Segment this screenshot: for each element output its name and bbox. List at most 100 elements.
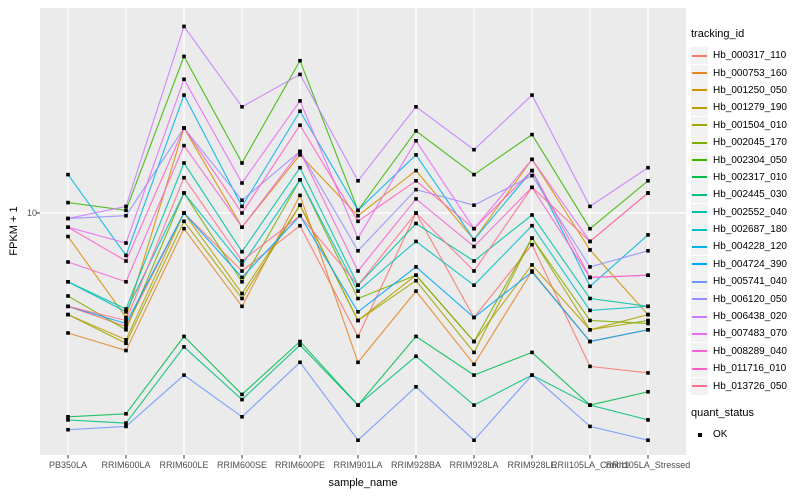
data-point bbox=[298, 203, 302, 207]
data-point bbox=[182, 24, 186, 29]
legend-item-Hb_004724_390: Hb_004724_390 bbox=[691, 255, 799, 273]
data-point bbox=[530, 350, 534, 355]
legend-item-label: Hb_002045_170 bbox=[713, 137, 787, 149]
x-tick-label-RRIM928BA: RRIM928BA bbox=[391, 460, 441, 470]
data-point bbox=[356, 283, 360, 287]
legend-title-tracking-id: tracking_id bbox=[691, 28, 745, 40]
data-point bbox=[356, 438, 360, 442]
data-point bbox=[240, 263, 244, 267]
data-point bbox=[240, 225, 244, 229]
data-point bbox=[414, 334, 418, 339]
data-point bbox=[530, 263, 534, 267]
legend-item-Hb_006438_020: Hb_006438_020 bbox=[691, 308, 799, 326]
legend-item-label: Hb_001504_010 bbox=[713, 119, 787, 131]
legend-item-Hb_006120_050: Hb_006120_050 bbox=[691, 290, 799, 308]
legend-item-label: Hb_000753_160 bbox=[713, 67, 787, 79]
legend-key-swatch bbox=[691, 308, 708, 326]
legend-key-line bbox=[692, 350, 707, 353]
x-tick-label-RRIM928LA: RRIM928LA bbox=[449, 460, 498, 470]
data-point bbox=[240, 204, 244, 209]
legend-key-line bbox=[692, 367, 707, 370]
legend-key-line bbox=[692, 124, 707, 127]
data-point bbox=[298, 58, 302, 63]
data-point bbox=[530, 185, 534, 190]
data-point bbox=[414, 168, 418, 173]
x-tick-label-RRIM600SE: RRIM600SE bbox=[217, 460, 267, 470]
legend-item-Hb_005741_040: Hb_005741_040 bbox=[691, 273, 799, 291]
legend-item-Hb_013726_050: Hb_013726_050 bbox=[691, 377, 799, 395]
data-point bbox=[588, 424, 592, 429]
data-point bbox=[472, 269, 476, 273]
legend-key-swatch bbox=[691, 81, 708, 99]
legend-key-line bbox=[692, 159, 707, 162]
legend-item-Hb_001504_010: Hb_001504_010 bbox=[691, 116, 799, 134]
data-point bbox=[66, 418, 70, 422]
data-point bbox=[530, 168, 534, 173]
data-point bbox=[646, 371, 650, 375]
x-axis-title: sample_name bbox=[328, 477, 397, 489]
legend-key-line bbox=[692, 72, 707, 75]
data-point bbox=[124, 348, 128, 353]
y-axis-tick-label: 10 bbox=[27, 208, 37, 218]
data-point bbox=[356, 213, 360, 218]
legend-item-Hb_002552_040: Hb_002552_040 bbox=[691, 203, 799, 221]
legend-key-line bbox=[692, 332, 707, 335]
data-point bbox=[356, 360, 360, 365]
data-point bbox=[298, 123, 302, 127]
gridlines bbox=[40, 8, 686, 455]
data-point bbox=[124, 324, 128, 329]
legend-key-swatch bbox=[691, 99, 708, 117]
data-point bbox=[240, 181, 244, 185]
data-point bbox=[530, 132, 534, 137]
data-point bbox=[298, 149, 302, 154]
data-point bbox=[588, 226, 592, 231]
data-point bbox=[298, 153, 302, 157]
legend-item-label: Hb_004724_390 bbox=[713, 258, 787, 270]
data-point bbox=[472, 403, 476, 407]
data-point bbox=[66, 225, 70, 229]
legend-item-label: Hb_002304_050 bbox=[713, 154, 787, 166]
legend-key-line bbox=[692, 141, 707, 144]
data-point bbox=[240, 105, 244, 109]
data-point bbox=[66, 294, 70, 298]
data-point bbox=[124, 307, 128, 311]
legend-key-line bbox=[692, 106, 707, 109]
data-point bbox=[298, 223, 302, 228]
data-point bbox=[530, 242, 534, 247]
legend-key-point bbox=[697, 432, 702, 437]
legend-title-quant-status: quant_status bbox=[691, 406, 754, 419]
legend-key-line bbox=[692, 385, 707, 388]
data-point bbox=[588, 364, 592, 369]
legend-item-label: Hb_008289_040 bbox=[713, 345, 787, 357]
data-point bbox=[298, 193, 302, 198]
data-point bbox=[356, 289, 360, 293]
data-point bbox=[124, 421, 128, 425]
data-point bbox=[646, 390, 650, 394]
legend-key-swatch bbox=[691, 134, 708, 152]
legend-key-swatch bbox=[691, 47, 708, 65]
data-point bbox=[472, 339, 476, 344]
data-point bbox=[66, 200, 70, 205]
legend-key-line bbox=[692, 280, 707, 283]
legend-key-swatch bbox=[691, 64, 708, 82]
axis-tick-marks bbox=[36, 212, 649, 459]
data-point bbox=[646, 304, 650, 309]
data-point bbox=[124, 318, 128, 323]
data-point bbox=[66, 427, 70, 432]
data-point bbox=[182, 334, 186, 339]
x-tick-label-RRIM901LA: RRIM901LA bbox=[333, 460, 382, 470]
data-point bbox=[240, 211, 244, 215]
data-point bbox=[646, 328, 650, 332]
data-point bbox=[588, 403, 592, 407]
legend-key-swatch bbox=[691, 290, 708, 308]
data-point bbox=[414, 105, 418, 109]
data-point bbox=[472, 283, 476, 287]
data-point bbox=[298, 360, 302, 365]
data-point bbox=[588, 275, 592, 280]
data-point bbox=[124, 208, 128, 213]
legend-item-Hb_002317_010: Hb_002317_010 bbox=[691, 168, 799, 186]
data-point bbox=[530, 236, 534, 240]
legend-item-label: Hb_011716_010 bbox=[713, 363, 787, 375]
legend-key-swatch bbox=[691, 116, 708, 134]
data-point bbox=[414, 221, 418, 226]
